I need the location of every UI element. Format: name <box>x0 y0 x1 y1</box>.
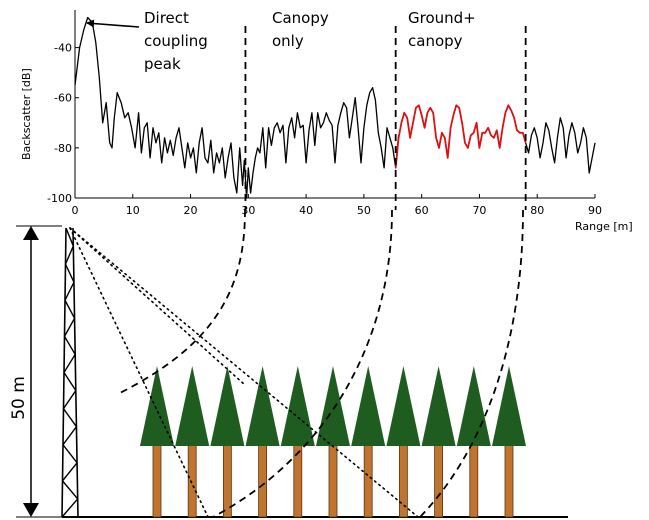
range-arc-far <box>419 209 524 518</box>
tree-trunk <box>504 441 514 518</box>
tree-trunk <box>328 441 338 518</box>
tree-trunk <box>469 441 479 518</box>
tree <box>456 366 491 518</box>
beam-line-near <box>69 227 209 518</box>
backscatter-chart: 0 10 20 30 40 50 60 70 80 90 -40 -60 -80 -100 Backsca… <box>20 9 633 233</box>
x-tick-label: 70 <box>472 204 486 217</box>
annotation-only: only <box>272 32 304 50</box>
tree-foliage <box>456 366 491 446</box>
x-tick-label: 80 <box>530 204 544 217</box>
beam-line-mid <box>69 227 419 518</box>
height-arrow-bottom <box>23 503 39 517</box>
y-axis-title: Backscatter [dB] <box>20 68 33 160</box>
lattice-tower <box>61 227 79 518</box>
tree-foliage <box>492 366 526 446</box>
range-arc-canopy <box>117 209 246 395</box>
tree-foliage <box>421 366 456 446</box>
tree-trunk <box>152 441 162 518</box>
tower-leg-right <box>72 227 79 518</box>
tree-trunk <box>187 441 197 518</box>
tower-bracing <box>61 227 79 518</box>
height-arrow-top <box>23 226 39 240</box>
tree-foliage <box>386 366 421 446</box>
tree-trunk <box>434 441 444 518</box>
tree-trunk <box>398 441 408 518</box>
tree <box>421 366 456 518</box>
chart-series <box>74 16 596 210</box>
series-line-3 <box>525 117 596 174</box>
tree-trunk <box>363 441 373 518</box>
x-tick-label: 60 <box>415 204 429 217</box>
annotation-ground-plus: Ground+ <box>408 9 476 27</box>
tree-foliage <box>280 366 315 446</box>
tower-diagram: 50 m <box>9 209 568 518</box>
x-tick-label: 40 <box>299 204 313 217</box>
annotation-direct: Direct <box>144 9 189 27</box>
x-tick-label: 0 <box>72 204 79 217</box>
beam-line-top <box>69 227 246 386</box>
tower-leg-left <box>61 227 67 518</box>
tree <box>316 366 350 518</box>
tree-foliage <box>175 366 210 446</box>
tree-foliage <box>140 366 174 446</box>
annotation-peak: peak <box>144 55 181 73</box>
x-tick-label: 20 <box>184 204 198 217</box>
direct-coupling-arrow <box>86 19 140 28</box>
tree-trunk <box>258 441 268 518</box>
tree <box>210 366 245 518</box>
y-tick-label: -40 <box>54 42 72 55</box>
range-arc-ground <box>212 209 393 518</box>
chart-ticks: 0 10 20 30 40 50 60 70 80 90 -40 -60 -80 -100 <box>47 42 602 217</box>
height-label: 50 m <box>9 376 29 420</box>
tree <box>280 366 315 518</box>
tree <box>245 366 280 518</box>
tree-foliage <box>351 366 386 446</box>
x-tick-label: 10 <box>126 204 140 217</box>
annotation-canopy: Canopy <box>272 9 329 27</box>
x-tick-label: 90 <box>588 204 602 217</box>
series-line-1 <box>74 16 400 199</box>
tree-foliage <box>210 366 245 446</box>
x-axis-title: Range [m] <box>575 220 633 233</box>
chart-axes <box>74 10 595 199</box>
y-tick-label: -80 <box>54 142 72 155</box>
y-tick-label: -100 <box>47 192 72 205</box>
x-tick-label: 50 <box>357 204 371 217</box>
tree <box>492 366 526 518</box>
annotation-canopy-2: canopy <box>408 32 463 50</box>
x-tick-label: 30 <box>241 204 255 217</box>
tree-foliage <box>245 366 280 446</box>
tree-trunk <box>222 441 232 518</box>
tree-foliage <box>316 366 350 446</box>
annotation-coupling: coupling <box>144 32 208 50</box>
y-tick-label: -60 <box>54 92 72 105</box>
tree <box>386 366 421 518</box>
tree <box>175 366 210 518</box>
trees <box>140 366 526 518</box>
tree <box>140 366 174 518</box>
tree <box>351 366 386 518</box>
series-line-2 <box>394 104 527 168</box>
